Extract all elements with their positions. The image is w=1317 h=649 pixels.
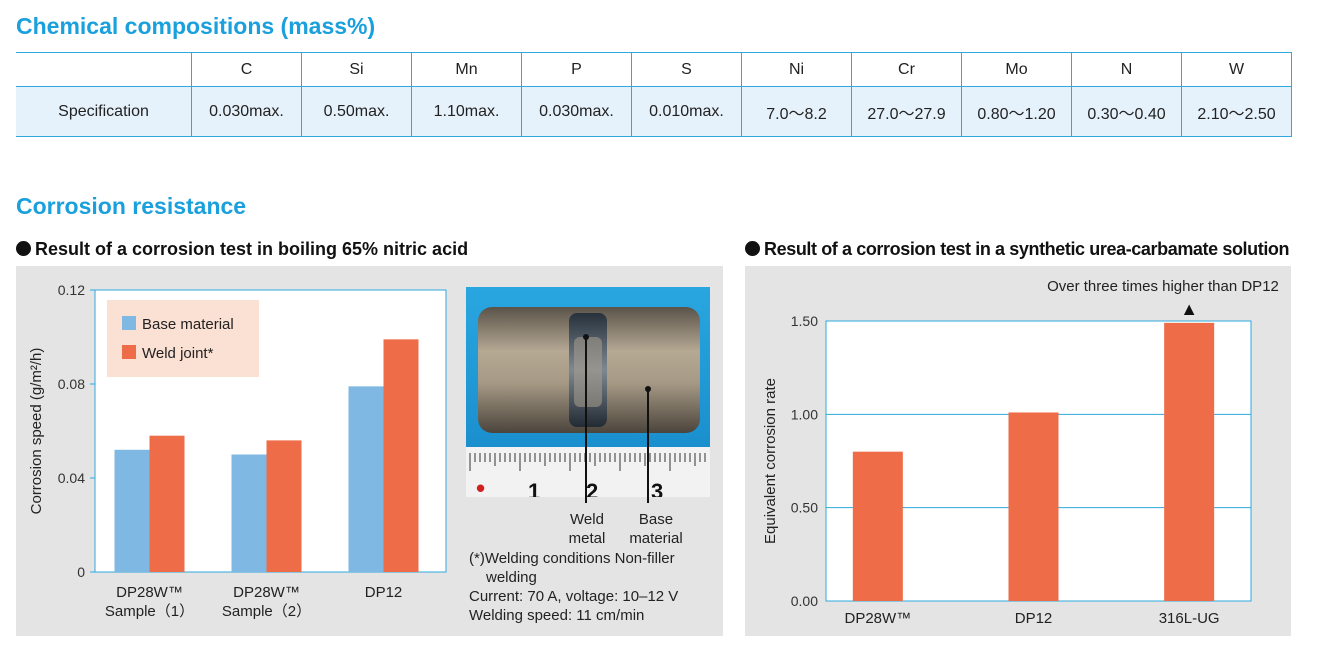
y-tick-label: 0.04	[58, 470, 85, 486]
note-line: (*)Welding conditions Non-filler	[469, 550, 675, 567]
composition-spec-row: Specification 0.030max. 0.50max. 1.10max…	[16, 86, 1292, 137]
composition-title: Chemical compositions (mass%)	[16, 13, 376, 39]
x-tick-label: DP28W™	[233, 584, 300, 601]
bar	[1164, 322, 1215, 601]
table-cell: 0.010max.	[631, 86, 742, 137]
urea-chart: 0.00 0.50 1.00 1.50 Equivalent corrosion rat…	[762, 278, 1279, 627]
y-tick-label: 0.08	[58, 376, 85, 392]
urea-test-heading: Result of a corrosion test in a syntheti…	[745, 239, 1290, 260]
table-cell: 27.0～27.9	[851, 86, 962, 137]
x-tick-label: DP28W™	[844, 610, 911, 627]
legend-swatch	[122, 345, 136, 359]
welding-conditions-note: (*)Welding conditions Non-filler welding…	[469, 549, 678, 625]
base-material-label-line: material	[629, 530, 683, 547]
bar	[231, 454, 267, 572]
column-header: W	[1181, 52, 1292, 87]
note-line: Welding speed: 11 cm/min	[469, 607, 645, 624]
bullet-icon	[745, 241, 760, 256]
composition-header-row: C Si Mn P S Ni Cr Mo N W	[16, 52, 1292, 87]
legend-label: Base material	[142, 316, 234, 333]
table-cell: 1.10max.	[411, 86, 522, 137]
x-tick-label: Sample（2）	[222, 603, 311, 620]
bar	[266, 440, 302, 572]
bullet-icon	[16, 241, 31, 256]
weld-metal-label-line: Weld	[570, 511, 604, 528]
table-cell: 0.80～1.20	[961, 86, 1072, 137]
y-tick-label: 0.12	[58, 282, 85, 298]
table-cell: 0.030max.	[521, 86, 632, 137]
column-header: Mo	[961, 52, 1072, 87]
svg-text:•: •	[476, 473, 485, 503]
column-header: N	[1071, 52, 1182, 87]
y-axis-label: Equivalent corrosion rate	[762, 378, 779, 544]
bar	[149, 435, 185, 572]
bar	[383, 339, 419, 572]
table-corner	[16, 52, 192, 87]
composition-table: C Si Mn P S Ni Cr Mo N W Specification 0…	[16, 52, 1292, 137]
x-tick-label: 316L-UG	[1159, 610, 1220, 627]
column-header: Si	[301, 52, 412, 87]
y-axis-label: Corrosion speed (g/m²/h)	[28, 348, 45, 515]
table-cell: 2.10～2.50	[1181, 86, 1292, 137]
table-cell: 7.0～8.2	[741, 86, 852, 137]
note-line: Current: 70 A, voltage: 10–12 V	[469, 588, 679, 605]
legend-swatch	[122, 316, 136, 330]
table-cell: 0.30～0.40	[1071, 86, 1182, 137]
bar	[852, 451, 903, 601]
weld-specimen-photo: • 1 2 3	[466, 287, 712, 537]
column-header: Cr	[851, 52, 962, 87]
table-cell: 0.030max.	[191, 86, 302, 137]
y-tick-label: 1.50	[791, 313, 818, 329]
column-header: C	[191, 52, 302, 87]
corrosion-title: Corrosion resistance	[16, 193, 247, 219]
nitric-test-heading: Result of a corrosion test in boiling 65…	[16, 239, 468, 260]
x-tick-label: DP12	[1015, 610, 1053, 627]
table-cell: 0.50max.	[301, 86, 412, 137]
bar	[348, 386, 384, 572]
weld-metal-label: Weld metal	[566, 510, 608, 548]
bar	[1008, 412, 1059, 601]
nitric-chart: 0 0.04 0.08 0.12 Corrosion speed (g/m²/h) DP2…	[28, 282, 447, 620]
legend: Base material Weld joint*	[107, 300, 259, 377]
column-header: S	[631, 52, 742, 87]
y-tick-label: 0.50	[791, 500, 818, 516]
note-line: welding	[486, 569, 537, 586]
base-material-label: Base material	[628, 510, 684, 548]
column-header: P	[521, 52, 632, 87]
annotation-arrow-icon: ▲	[1180, 299, 1198, 319]
bar	[114, 449, 150, 572]
weld-metal-label-line: metal	[568, 530, 606, 547]
legend-label: Weld joint*	[142, 345, 214, 362]
legend-box	[107, 300, 259, 377]
nitric-test-title: Result of a corrosion test in boiling 65…	[35, 239, 469, 259]
x-tick-label: DP28W™	[116, 584, 183, 601]
y-tick-label: 0	[77, 564, 85, 580]
y-tick-label: 0.00	[791, 593, 818, 609]
base-material-label-line: Base	[638, 511, 674, 528]
x-tick-label: DP12	[365, 584, 403, 601]
annotation-text: Over three times higher than DP12	[1047, 278, 1279, 295]
column-header: Ni	[741, 52, 852, 87]
urea-test-title: Result of a corrosion test in a syntheti…	[764, 239, 1290, 259]
y-tick-label: 1.00	[791, 406, 818, 422]
x-tick-label: Sample（1）	[105, 603, 194, 620]
column-header: Mn	[411, 52, 522, 87]
row-label: Specification	[16, 86, 192, 137]
